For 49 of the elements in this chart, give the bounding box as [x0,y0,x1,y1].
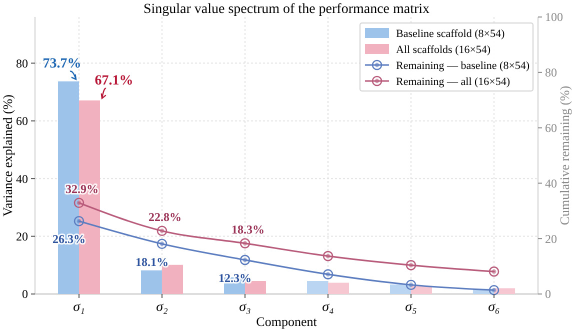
y2-tick-label: 100 [545,10,563,24]
point [488,284,500,296]
y2-tick-label: 60 [545,121,557,135]
point [322,269,334,280]
legend-label: Baseline scaffold (8×54) [396,28,505,40]
point [406,280,416,290]
y-axis-title: Variance explained (%) [0,94,15,216]
data-label: 22.8% [148,210,182,224]
point [156,226,168,236]
data-label: 12.3% [218,270,252,285]
legend-label: All scaffolds (16×54) [396,44,491,56]
y2-tick-label: 40 [545,176,557,190]
x-tick-label: σ₆ [488,300,500,315]
y-tick-label: 80 [16,56,28,70]
point [240,254,250,266]
legend-label: Remaining — all (16×54) [396,76,510,88]
y-tick-label: 0 [22,287,28,302]
point [156,238,168,250]
y-tick-label: 60 [16,114,28,128]
y2-tick-label: 80 [545,66,557,80]
point [406,260,416,270]
bar [245,281,266,294]
bar [140,270,162,294]
y2-tick-label: 0 [545,287,551,302]
data-label: 73.7% [42,56,82,72]
x-axis-title: Component [256,314,318,329]
point [322,250,334,262]
y2-axis-title: Cumulative remaining (%) [557,86,572,226]
bar [162,264,183,294]
point [74,198,84,208]
point [488,266,500,277]
y2-tick-label: 20 [545,232,557,246]
data-label: 18.3% [232,222,264,236]
x-tick-label: σ₄ [322,300,334,315]
data-label: 67.1% [94,73,134,88]
x-tick-label: σ₃ [239,300,252,315]
point [74,216,84,226]
x-tick-label: σ₂ [156,300,168,315]
legend-label: Remaining — baseline (8×54) [396,60,530,72]
point [240,238,250,248]
x-tick-label: σ₅ [405,300,418,315]
x-tick-label: σ₁ [73,300,85,315]
y-tick-label: 40 [16,172,28,186]
chart-title: Singular value spectrum of the performance matrix [143,2,430,17]
bar [307,281,328,294]
bar [390,284,412,294]
y-tick-label: 20 [16,229,28,244]
data-label: 18.1% [135,254,168,269]
bar [328,282,349,294]
